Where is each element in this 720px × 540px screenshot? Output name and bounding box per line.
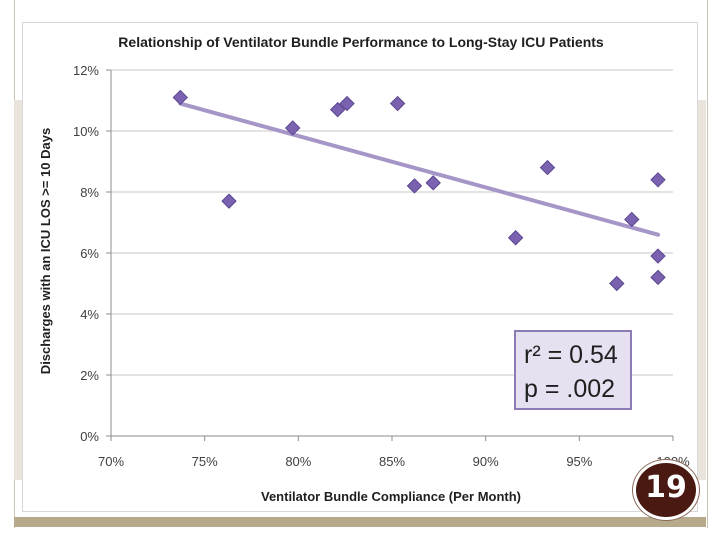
y-tick-label: 12% (73, 63, 99, 78)
page-number-badge: 19 (631, 460, 701, 520)
data-point (507, 230, 524, 246)
stats-box: r² = 0.54 p = .002 (514, 330, 632, 410)
chart-title: Relationship of Ventilator Bundle Perfor… (118, 34, 604, 50)
data-points (172, 89, 666, 292)
trendline-layer (178, 101, 661, 237)
x-tick-label: 80% (285, 454, 311, 469)
data-point (539, 159, 556, 176)
r-squared-label: r² = 0.54 (524, 341, 618, 369)
tick-labels: 0%2%4%6%8%10%12%70%75%80%85%90%95%100% (73, 63, 690, 469)
data-point (624, 211, 640, 228)
y-axis-title: Discharges with an ICU LOS >= 10 Days (38, 128, 53, 374)
data-point (389, 95, 406, 112)
slide-bottom-bar (14, 517, 706, 527)
y-tick-label: 0% (80, 429, 99, 444)
data-point (221, 193, 237, 209)
y-tick-label: 8% (80, 185, 99, 200)
axes (106, 69, 674, 441)
y-tick-label: 2% (80, 368, 99, 383)
x-axis-title: Ventilator Bundle Compliance (Per Month) (261, 489, 521, 504)
x-tick-label: 85% (379, 454, 405, 469)
data-point (609, 275, 625, 292)
y-tick-label: 6% (80, 246, 99, 261)
data-point (329, 101, 346, 118)
data-point (650, 269, 666, 286)
x-tick-label: 95% (566, 454, 592, 469)
scatter-chart: Relationship of Ventilator Bundle Perfor… (38, 34, 690, 504)
data-point (650, 248, 666, 264)
data-point (425, 175, 441, 191)
page-number: 19 (645, 470, 687, 505)
page-number-badge-circle (633, 460, 699, 520)
data-point (339, 95, 355, 112)
y-tick-label: 10% (73, 124, 99, 139)
data-point (172, 89, 189, 106)
chart-area: Relationship of Ventilator Bundle Perfor… (22, 22, 698, 512)
data-point (285, 120, 301, 136)
trendline (178, 101, 661, 237)
x-tick-label: 90% (473, 454, 499, 469)
slide-frame-left-tab (14, 100, 22, 480)
y-tick-label: 4% (80, 307, 99, 322)
data-point (650, 172, 666, 188)
p-value-label: p = .002 (524, 375, 616, 403)
data-point (406, 178, 423, 194)
x-tick-label: 70% (98, 454, 124, 469)
slide-frame-right-tab (698, 100, 706, 480)
x-tick-label: 75% (192, 454, 218, 469)
